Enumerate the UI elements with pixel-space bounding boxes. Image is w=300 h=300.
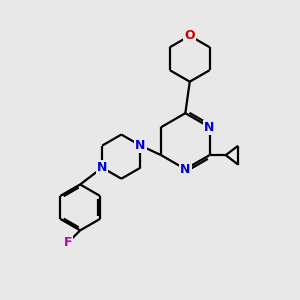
Text: N: N bbox=[97, 161, 107, 174]
Text: N: N bbox=[135, 139, 146, 152]
Text: N: N bbox=[180, 163, 190, 176]
Text: O: O bbox=[184, 29, 195, 42]
Text: F: F bbox=[64, 236, 72, 249]
Text: N: N bbox=[204, 121, 215, 134]
